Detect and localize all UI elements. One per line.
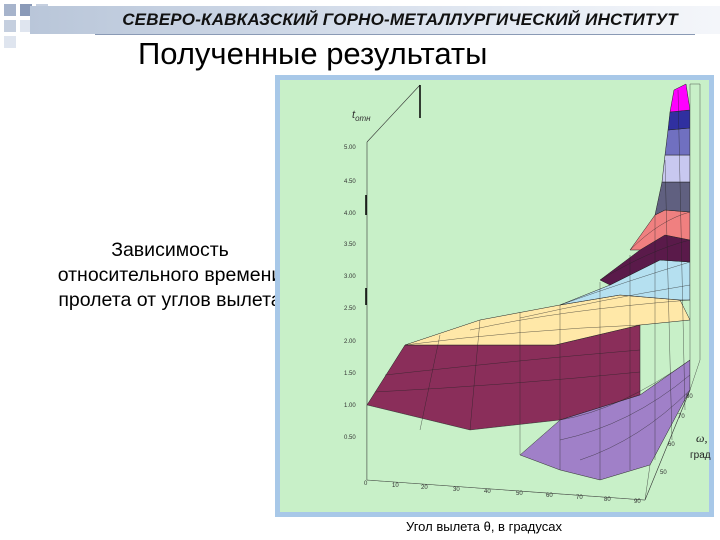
surface-band-violet — [664, 127, 691, 156]
header-bar — [30, 6, 720, 34]
z-tick: 4.00 — [344, 211, 356, 217]
surface-wireframe — [374, 89, 691, 480]
back-edge-line — [366, 84, 421, 143]
surface-plot: tотн 5.00 4.50 4.00 3.50 3.00 2.50 2.00 … — [275, 75, 714, 517]
caption-line: Зависимость — [111, 239, 229, 261]
z-tick: 0.50 — [344, 435, 356, 441]
z-tick: 2.50 — [344, 306, 356, 312]
w-tick: 70 — [678, 414, 685, 420]
z-axis-label: tотн — [352, 109, 371, 123]
w-axis-line — [644, 389, 691, 501]
w-axis-unit: град — [690, 450, 711, 461]
x-tick: 10 — [392, 483, 399, 489]
x-tick: 60 — [546, 493, 553, 499]
z-tick: 3.00 — [344, 274, 356, 280]
z-axis-ticks: 5.00 4.50 4.00 3.50 3.00 2.50 2.00 1.50 … — [344, 145, 356, 441]
w-axis-label: ω, — [696, 431, 707, 445]
z-axis-label-sub: отн — [355, 114, 371, 123]
z-tick: 4.50 — [344, 179, 356, 185]
z-tick: 1.50 — [344, 371, 356, 377]
x-tick: 80 — [604, 497, 611, 503]
institute-name: СЕВЕРО-КАВКАЗСКИЙ ГОРНО-МЕТАЛЛУРГИЧЕСКИЙ… — [122, 10, 678, 29]
header-divider — [95, 34, 695, 35]
surface-floor — [366, 404, 651, 501]
surface-band-lavender — [661, 154, 691, 183]
z-axis-label-main: t — [352, 109, 356, 121]
surface-band-magenta — [669, 83, 691, 113]
x-axis-ticks: 0 10 20 30 40 50 60 70 80 90 — [364, 481, 641, 505]
x-tick: 30 — [453, 487, 460, 493]
x-tick: 50 — [516, 491, 523, 497]
x-axis-caption: Угол вылета θ, в градусах — [406, 519, 562, 534]
w-tick: 80 — [686, 394, 693, 400]
x-tick: 90 — [634, 499, 641, 505]
surface-band-navy — [667, 109, 691, 131]
x-tick: 0 — [364, 481, 368, 487]
slide-title: Полученные результаты — [138, 36, 488, 71]
z-tick: 1.00 — [344, 403, 356, 409]
w-tick: 60 — [668, 442, 675, 448]
x-tick: 40 — [484, 489, 491, 495]
w-tick: 50 — [660, 470, 667, 476]
z-tick: 5.00 — [344, 145, 356, 151]
caption-line: пролета от углов вылета — [58, 289, 282, 311]
x-tick: 70 — [576, 495, 583, 501]
x-tick: 20 — [421, 485, 428, 491]
slide-caption: Зависимость относительного времени проле… — [20, 238, 320, 313]
w-axis-ticks: 50 60 70 80 — [660, 394, 693, 476]
caption-line: относительного времени — [57, 264, 283, 286]
z-tick: 2.00 — [344, 339, 356, 345]
surface-side-strip — [689, 83, 701, 391]
z-tick: 3.50 — [344, 242, 356, 248]
